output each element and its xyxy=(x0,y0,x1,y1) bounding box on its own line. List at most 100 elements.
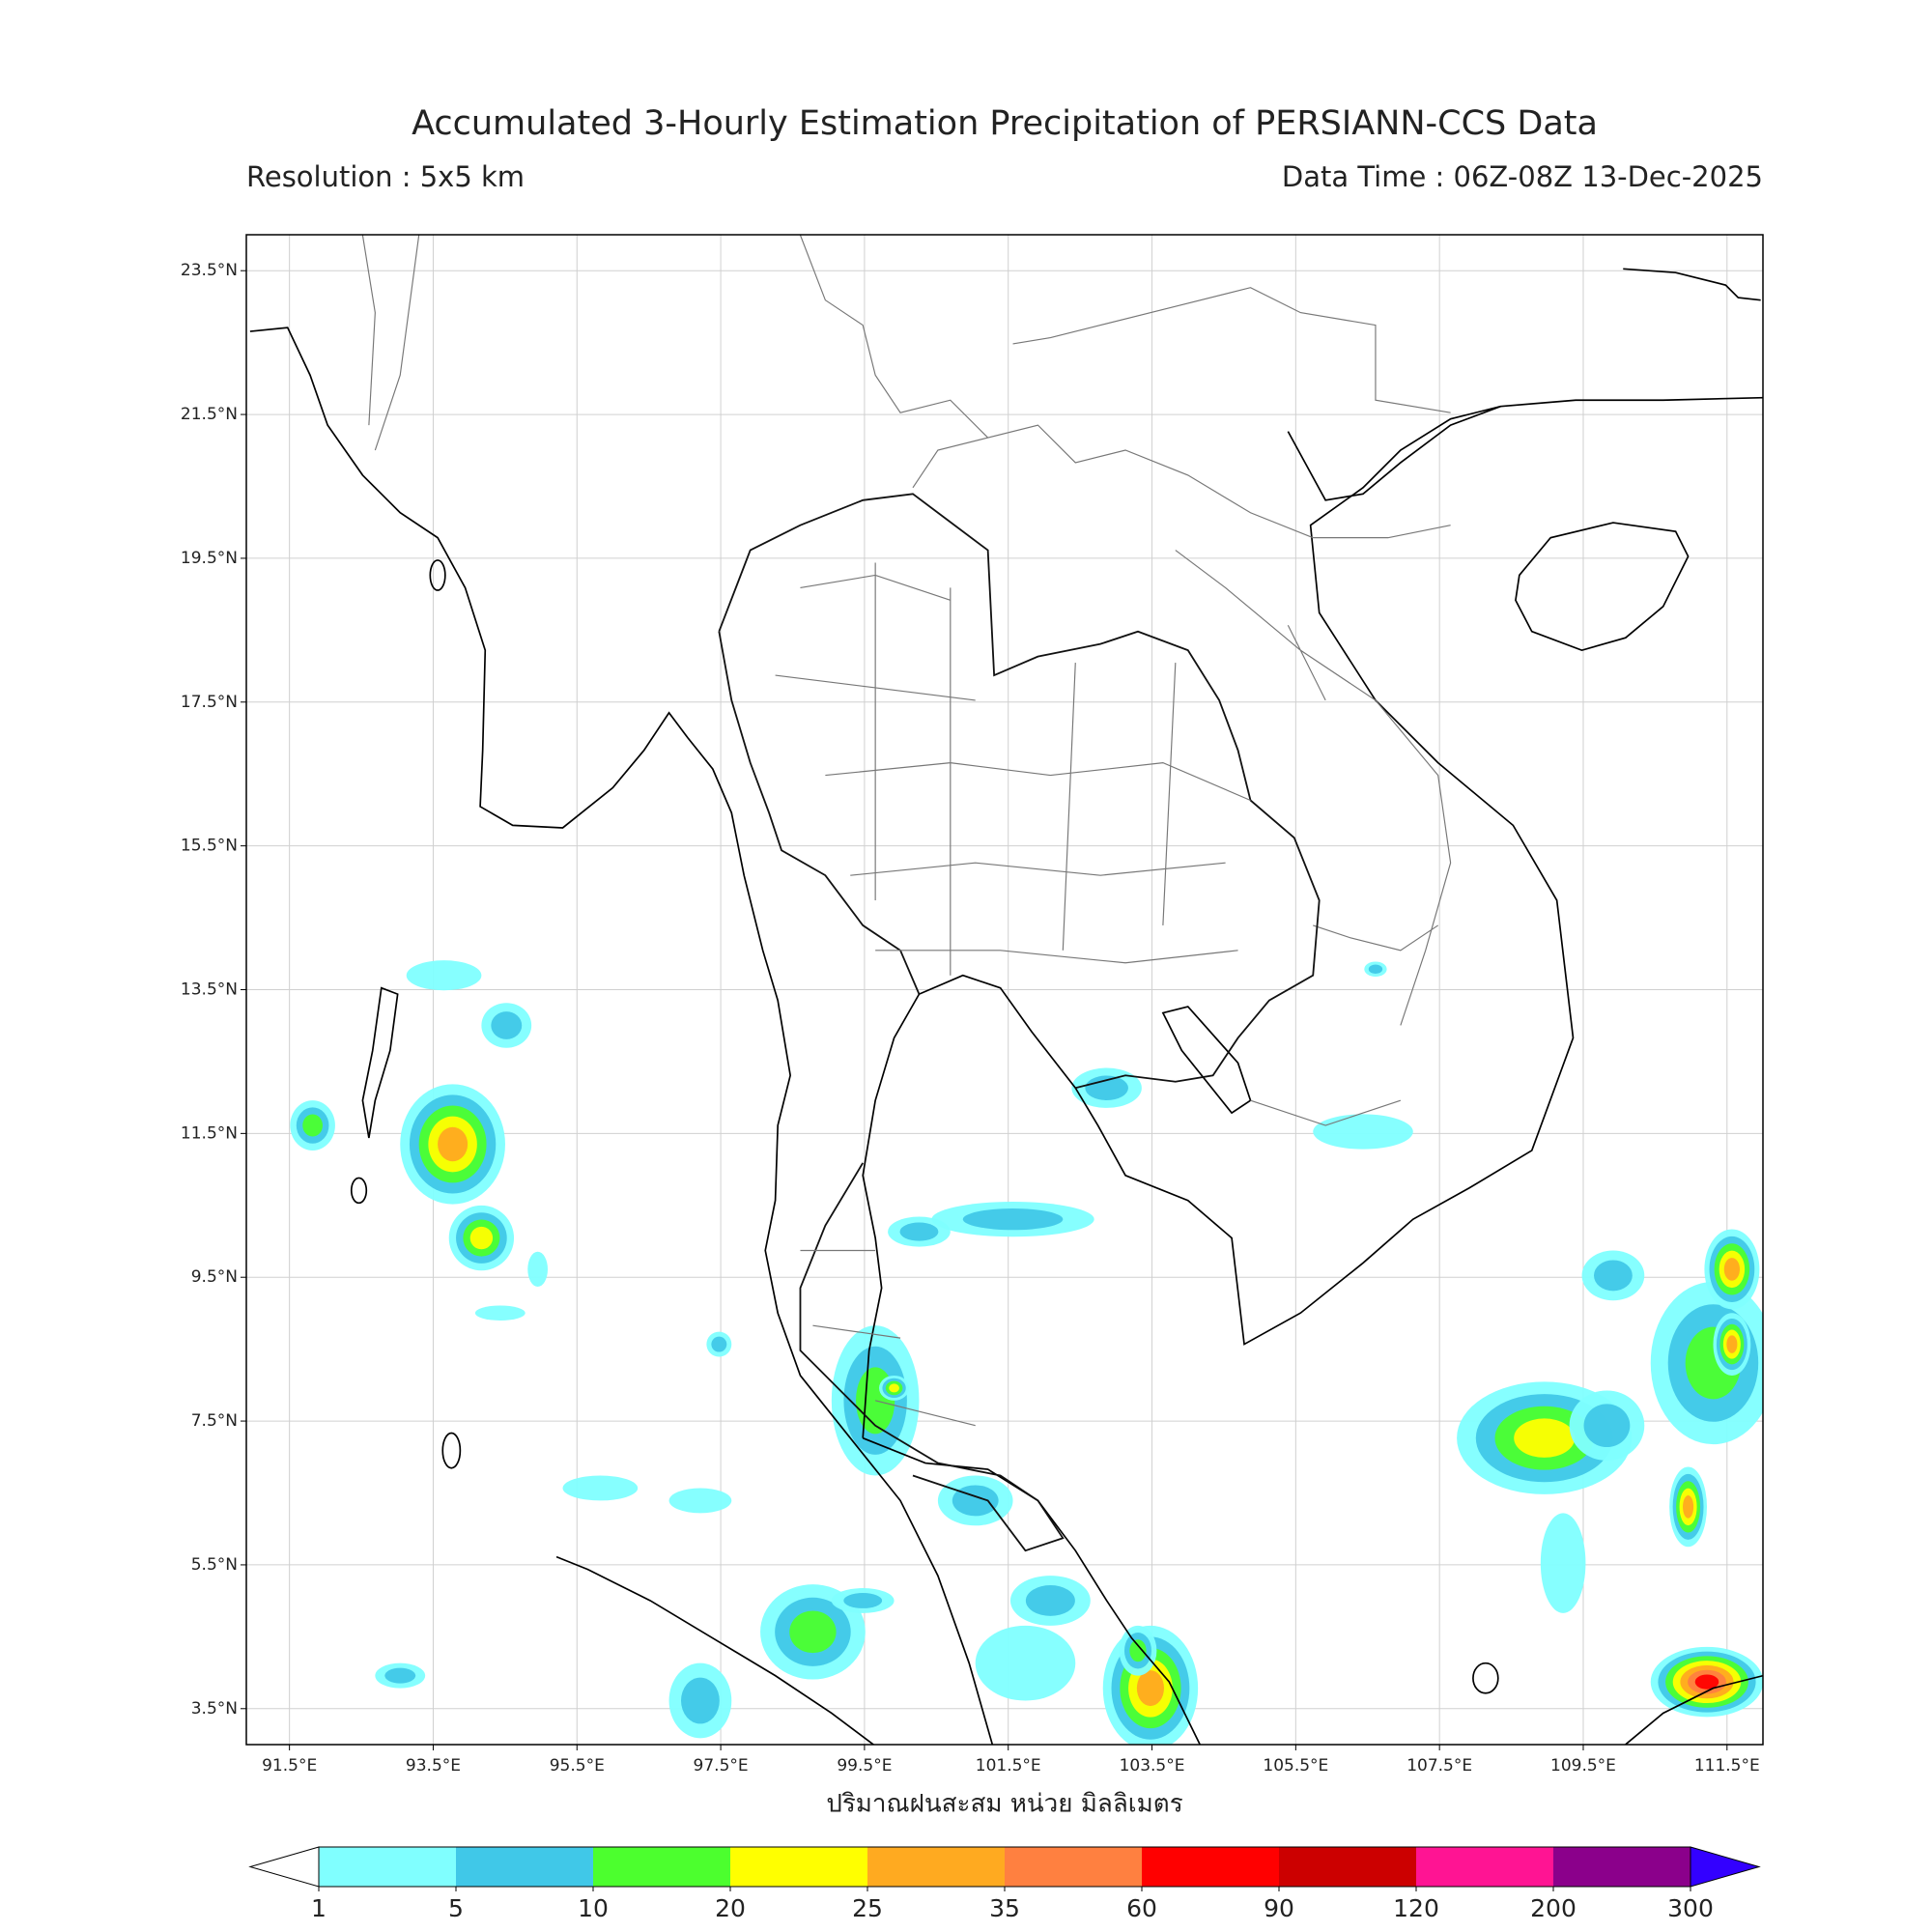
precip-area xyxy=(1129,1639,1147,1662)
precip-area xyxy=(527,1251,548,1288)
precip-area xyxy=(1136,1670,1164,1707)
colorbar-segment xyxy=(1005,1847,1142,1887)
coastline xyxy=(1625,1674,1763,1745)
lat-tick-label: 9.5°N xyxy=(191,1267,238,1287)
colorbar-label: 10 xyxy=(578,1894,609,1922)
precip-area xyxy=(1085,1075,1128,1100)
country-border xyxy=(361,235,1452,1126)
colorbar: 1 5 10 20 25 35 60 90 120 200 300 xyxy=(248,1846,1761,1922)
colorbar-segment xyxy=(456,1847,593,1887)
colorbar-segment xyxy=(1553,1847,1690,1887)
precip-area xyxy=(562,1475,639,1501)
precip-area xyxy=(474,1305,526,1321)
lon-tick-label: 93.5°E xyxy=(406,1756,461,1776)
island xyxy=(350,1177,368,1205)
precip-area xyxy=(889,1383,899,1393)
precip-area xyxy=(1726,1335,1738,1353)
data-time: Data Time : 06Z-08Z 13-Dec-2025 xyxy=(1282,160,1763,193)
colorbar-label: 120 xyxy=(1393,1894,1439,1922)
colorbar-segment xyxy=(593,1847,730,1887)
precip-area xyxy=(952,1485,999,1517)
coastline xyxy=(555,1555,875,1745)
colorbar-label: 90 xyxy=(1264,1894,1294,1922)
lat-tick-label: 7.5°N xyxy=(191,1411,238,1431)
precip-area xyxy=(789,1610,837,1654)
colorbar-segment xyxy=(730,1847,867,1887)
precip-area xyxy=(1593,1260,1633,1292)
lat-tick-label: 23.5°N xyxy=(181,261,238,280)
lat-tick-label: 3.5°N xyxy=(191,1699,238,1719)
lat-tick-label: 11.5°N xyxy=(181,1123,238,1143)
precip-area xyxy=(1683,1495,1694,1519)
colorbar-label: 5 xyxy=(448,1894,464,1922)
precip-area xyxy=(1514,1418,1576,1458)
lon-tick-label: 97.5°E xyxy=(694,1756,749,1776)
precip-area xyxy=(1025,1585,1075,1616)
lon-tick-label: 107.5°E xyxy=(1406,1756,1472,1776)
colorbar-segment xyxy=(319,1847,456,1887)
colorbar-over xyxy=(1690,1846,1761,1888)
resolution: Resolution : 5x5 km xyxy=(246,160,525,193)
precip-area xyxy=(1313,1114,1413,1150)
colorbar-under xyxy=(248,1846,320,1888)
lat-tick-label: 15.5°N xyxy=(181,837,238,856)
precip-area xyxy=(1368,964,1383,975)
lon-tick-label: 99.5°E xyxy=(837,1756,892,1776)
precip-area xyxy=(1694,1674,1719,1690)
precip-area xyxy=(711,1336,727,1352)
precip-area xyxy=(1723,1258,1741,1281)
precip-area xyxy=(681,1677,720,1724)
island xyxy=(429,559,446,591)
lon-tick-label: 101.5°E xyxy=(976,1756,1041,1776)
lon-tick-label: 95.5°E xyxy=(550,1756,605,1776)
coastline xyxy=(1287,268,1761,501)
basemap-shapes xyxy=(249,235,1763,1745)
basemap xyxy=(249,235,1763,1745)
x-label: ปริมาณฝนสะสม หน่วย มิลลิเมตร xyxy=(826,1790,1182,1819)
precip-area xyxy=(406,960,482,991)
precip-area xyxy=(384,1667,416,1684)
island xyxy=(1472,1662,1499,1694)
precip-area xyxy=(899,1222,939,1241)
precip-area xyxy=(491,1011,523,1039)
precip-area xyxy=(1583,1404,1631,1448)
colorbar-label: 35 xyxy=(989,1894,1020,1922)
island xyxy=(1515,522,1690,652)
precip-area xyxy=(843,1592,883,1608)
precip-area xyxy=(302,1114,323,1137)
lat-tick-label: 19.5°N xyxy=(181,549,238,568)
colorbar-label: 200 xyxy=(1530,1894,1577,1922)
colorbar-label: 20 xyxy=(715,1894,746,1922)
colorbar-label: 60 xyxy=(1126,1894,1157,1922)
colorbar-label: 25 xyxy=(852,1894,883,1922)
island xyxy=(441,1432,462,1469)
colorbar-segment xyxy=(867,1847,1005,1887)
lat-tick-label: 5.5°N xyxy=(191,1555,238,1575)
lon-tick-label: 103.5°E xyxy=(1120,1756,1185,1776)
province-borders xyxy=(775,562,1251,1427)
colorbar-segment xyxy=(1279,1847,1416,1887)
precip-area xyxy=(668,1488,732,1514)
thailand-border xyxy=(718,493,1321,1552)
lon-tick-label: 91.5°E xyxy=(262,1756,317,1776)
colorbar-segment xyxy=(1416,1847,1553,1887)
coastline xyxy=(249,327,994,1745)
precip-area xyxy=(469,1226,494,1250)
precipitation xyxy=(290,960,1763,1745)
title: Accumulated 3-Hourly Estimation Precipit… xyxy=(412,104,1598,143)
precip-area xyxy=(438,1126,469,1162)
lon-tick-label: 111.5°E xyxy=(1694,1756,1760,1776)
lat-tick-label: 17.5°N xyxy=(181,693,238,712)
precip-area xyxy=(1540,1513,1586,1613)
colorbar-segment xyxy=(1142,1847,1279,1887)
lon-tick-label: 105.5°E xyxy=(1263,1756,1328,1776)
precip-area xyxy=(975,1625,1076,1701)
precip-area xyxy=(962,1208,1064,1231)
island xyxy=(361,986,399,1139)
colorbar-label: 300 xyxy=(1667,1894,1714,1922)
colorbar-label: 1 xyxy=(311,1894,327,1922)
coastline xyxy=(862,396,1763,1438)
